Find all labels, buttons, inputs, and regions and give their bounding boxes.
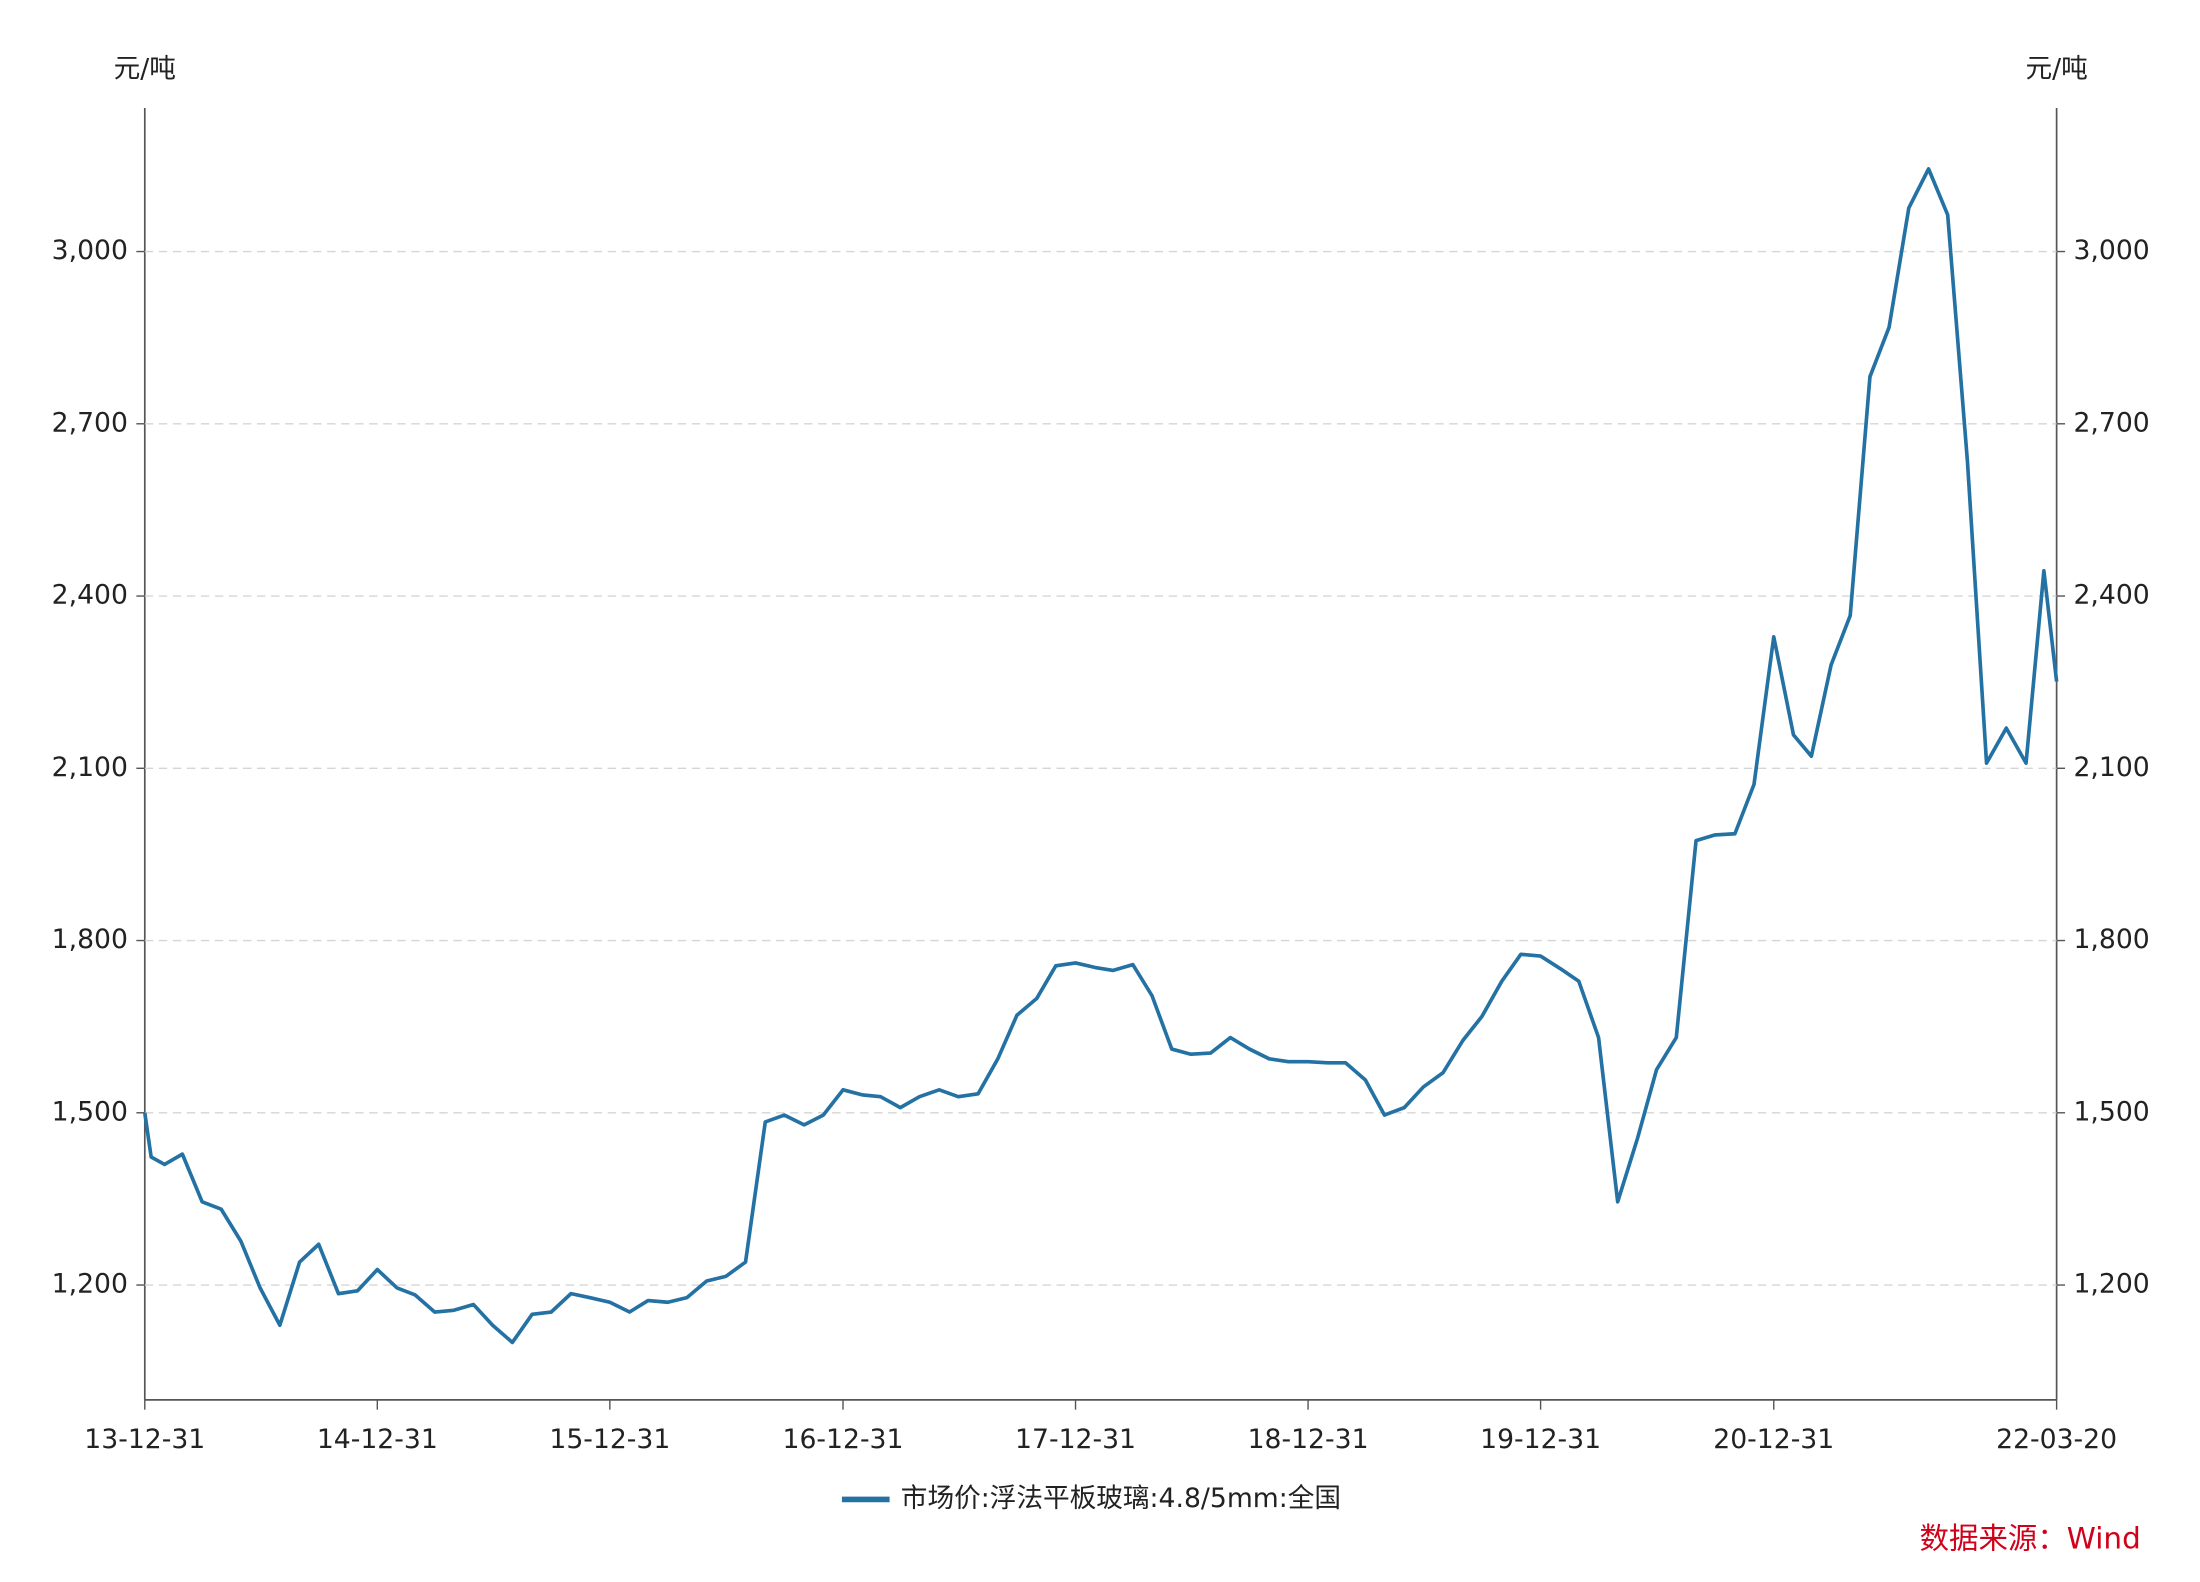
y-tick-label: 1,200: [52, 1269, 128, 1300]
x-tick-label: 17-12-31: [1015, 1424, 1136, 1455]
y2-tick-label: 3,000: [2073, 235, 2149, 266]
x-tick-label: 22-03-20: [1996, 1424, 2117, 1455]
y2-tick-label: 2,100: [2073, 752, 2149, 783]
x-tick-label: 16-12-31: [783, 1424, 904, 1455]
y-tick-label: 3,000: [52, 235, 128, 266]
x-tick-label: 19-12-31: [1480, 1424, 1601, 1455]
y2-tick-label: 2,400: [2073, 580, 2149, 611]
y2-tick-label: 1,800: [2073, 924, 2149, 955]
line: [142, 167, 2059, 1345]
y-unit-right: 元/吨: [2025, 54, 2087, 85]
y2-tick-label: 2,700: [2073, 407, 2149, 438]
y-tick-label: 2,100: [52, 752, 128, 783]
x-tick-label: 18-12-31: [1248, 1424, 1369, 1455]
y-tick-label: 1,800: [52, 924, 128, 955]
x-tick-label: 13-12-31: [84, 1424, 205, 1455]
legend-label: 市场价:浮法平板玻璃:4.8/5mm:全国: [901, 1483, 1341, 1514]
y-unit-left: 元/吨: [114, 54, 176, 85]
y-tick-label: 2,700: [52, 407, 128, 438]
y-tick-label: 1,500: [52, 1096, 128, 1127]
x-tick-label: 20-12-31: [1713, 1424, 1834, 1455]
source: 数据来源：Wind: [1920, 1522, 2141, 1556]
y2-tick-label: 1,500: [2073, 1096, 2149, 1127]
x-tick-label: 15-12-31: [549, 1424, 670, 1455]
y-tick-label: 2,400: [52, 580, 128, 611]
x-tick-label: 14-12-31: [317, 1424, 438, 1455]
y2-tick-label: 1,200: [2073, 1269, 2149, 1300]
